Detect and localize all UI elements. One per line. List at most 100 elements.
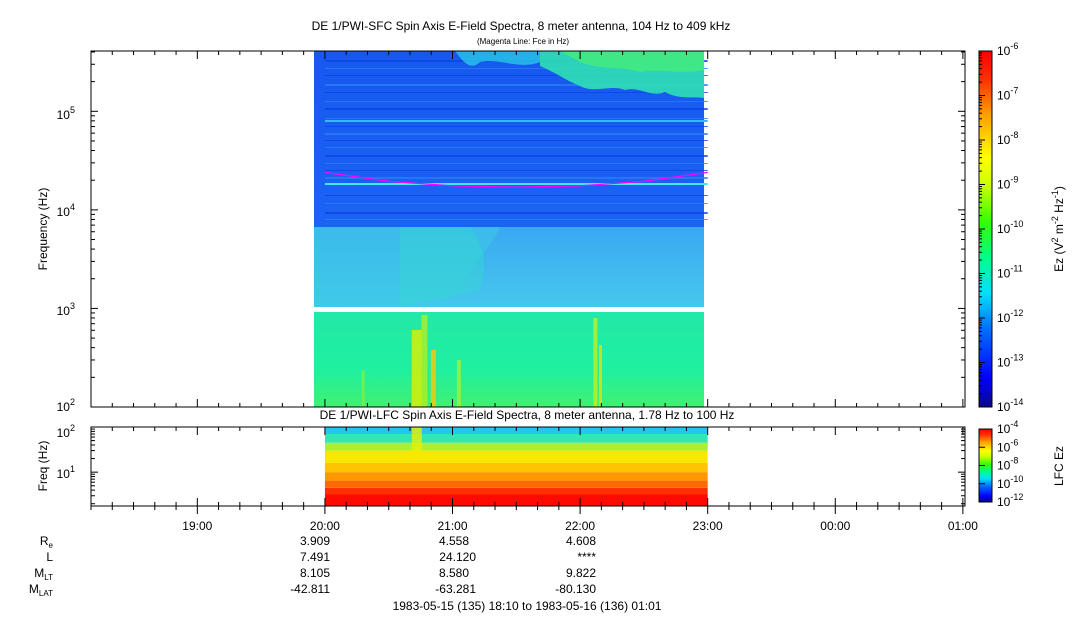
time-tick-label: 21:00	[437, 519, 467, 533]
ephemeris-value: 8.105	[300, 566, 330, 580]
lfc-colorbar-label: LFC Ez	[1052, 446, 1066, 486]
time-tick-label: 01:00	[948, 519, 978, 533]
sfc-colorbar-tick-label: 10-12	[997, 308, 1023, 325]
sfc-emission-burst	[411, 330, 422, 407]
time-tick-label: 19:00	[182, 519, 212, 533]
ephemeris-value: 8.580	[439, 566, 469, 580]
sfc-colorbar-tick-label: 10-10	[997, 219, 1023, 236]
lfc-band	[324, 472, 708, 481]
ephemeris-label: L	[46, 550, 53, 564]
ephemeris-row: MLT 8.105 8.580 9.822	[34, 566, 596, 582]
sfc-ytick-label-1e3: 103	[57, 301, 75, 318]
sfc-stripe	[324, 118, 708, 119]
ephemeris-value: 4.558	[439, 534, 469, 548]
sfc-stripe	[324, 170, 708, 171]
time-tick-label: 22:00	[565, 519, 595, 533]
sfc-colorbar-tick-label: 10-9	[997, 175, 1018, 192]
ephemeris-row: L 7.491 24.120 ****	[46, 550, 596, 564]
lfc-band	[324, 487, 708, 495]
sfc-stripe	[324, 203, 708, 204]
lfc-band	[324, 442, 708, 451]
time-tick-label: 20:00	[310, 519, 340, 533]
ephemeris-table: Re 3.909 4.558 4.608 L 7.491 24.120 ****…	[29, 534, 596, 598]
sfc-emission-burst	[421, 315, 428, 407]
footer-time-range: 1983-05-15 (135) 18:10 to 1983-05-16 (13…	[393, 599, 662, 613]
ephemeris-value: 24.120	[439, 550, 476, 564]
sfc-colorbar-tick-label: 10-11	[997, 264, 1023, 281]
sfc-stripe	[324, 126, 708, 127]
sfc-stripe	[324, 219, 708, 220]
sfc-stripe	[324, 101, 708, 102]
lfc-y-axis: 101 102 Freq (Hz)	[36, 423, 965, 505]
sfc-emission-burst	[361, 370, 365, 407]
lfc-colorbar-tick-label: 10-8	[997, 456, 1018, 473]
ephemeris-value: -80.130	[555, 582, 596, 596]
ephemeris-value: 4.608	[566, 534, 596, 548]
sfc-stripe	[324, 183, 708, 185]
ephemeris-label: MLT	[34, 566, 53, 582]
lfc-plot-frame	[90, 426, 966, 507]
time-tick-label: 23:00	[693, 519, 723, 533]
lfc-band	[324, 462, 708, 473]
sfc-colorbar-tick-label: 10-7	[997, 86, 1018, 103]
sfc-stripe	[324, 75, 708, 76]
sfc-stripe	[324, 212, 708, 214]
lfc-colorbar-tick-label: 10-10	[997, 474, 1023, 491]
lfc-colorbar-tick-label: 10-4	[997, 419, 1018, 436]
sfc-colorbar-label: Ez (V2 m-2 Hz-1)	[1050, 186, 1066, 272]
sfc-emission-burst	[599, 345, 603, 407]
sfc-stripe	[324, 140, 708, 141]
sfc-stripe	[324, 155, 708, 157]
ephemeris-label: MLAT	[29, 582, 53, 598]
lfc-spectrogram	[90, 426, 966, 507]
sfc-data-gap	[314, 307, 704, 312]
lfc-ytick-label-1e2: 102	[57, 423, 75, 440]
sfc-colorbar-tick-label: 10-8	[997, 130, 1018, 147]
time-axis: 19:00 20:00 21:00 22:00 23:00 00:00 01:00	[90, 51, 978, 533]
sfc-stripe	[324, 120, 708, 122]
sfc-spectrogram	[90, 50, 966, 408]
sfc-y-axis: 102 103 104 105 Frequency (Hz)	[36, 51, 965, 414]
lfc-band	[324, 433, 708, 443]
ephemeris-label: Re	[40, 534, 54, 550]
sfc-colorbar-tick-label: 10-6	[997, 41, 1018, 58]
sfc-ytick-label-1e5: 105	[57, 105, 75, 122]
sfc-emission-burst	[456, 360, 461, 407]
ephemeris-row: MLAT -42.811 -63.281 -80.130	[29, 582, 596, 598]
sfc-stripe	[324, 92, 708, 93]
sfc-colorbar: 10-6 10-7 10-8 10-9 10-10 10-11 10-12 10-13 10-1…	[978, 41, 1066, 414]
ephemeris-value: ****	[577, 550, 596, 564]
sfc-ytick-label-1e2: 102	[57, 397, 75, 414]
lfc-band	[324, 494, 708, 506]
sfc-stripe	[324, 68, 708, 69]
lfc-colorbar-tick-label: 10-12	[997, 492, 1023, 509]
sfc-title: DE 1/PWI-SFC Spin Axis E-Field Spectra, …	[312, 19, 731, 33]
lfc-ylabel: Freq (Hz)	[36, 441, 50, 492]
sfc-stripe	[324, 195, 708, 196]
sfc-stripe	[324, 133, 708, 135]
sfc-stripe	[324, 84, 708, 86]
sfc-ylabel: Frequency (Hz)	[36, 188, 50, 271]
time-tick-label: 00:00	[820, 519, 850, 533]
sfc-stripe	[324, 108, 708, 110]
lfc-colorbar-tick-label: 10-6	[997, 437, 1018, 454]
ephemeris-value: -42.811	[290, 582, 330, 596]
sfc-colorbar-tick-label: 10-14	[997, 397, 1023, 414]
lfc-ytick-label-1e1: 101	[57, 464, 75, 481]
lfc-emission-burst	[411, 427, 422, 451]
sfc-colorbar-tick-label: 10-13	[997, 353, 1023, 370]
lfc-band	[324, 450, 708, 463]
ephemeris-value: 3.909	[300, 534, 330, 548]
sfc-stripe	[324, 163, 708, 164]
sfc-emission-burst	[430, 350, 436, 407]
sfc-subtitle: (Magenta Line: Fce in Hz)	[477, 37, 569, 46]
ephemeris-value: -63.281	[435, 582, 476, 596]
lfc-title: DE 1/PWI-LFC Spin Axis E-Field Spectra, …	[320, 408, 735, 422]
sfc-stripe	[324, 177, 708, 179]
sfc-low-band	[314, 312, 704, 407]
sfc-emission-burst	[593, 318, 598, 407]
fce-line	[324, 171, 708, 188]
ephemeris-row: Re 3.909 4.558 4.608	[40, 534, 596, 550]
